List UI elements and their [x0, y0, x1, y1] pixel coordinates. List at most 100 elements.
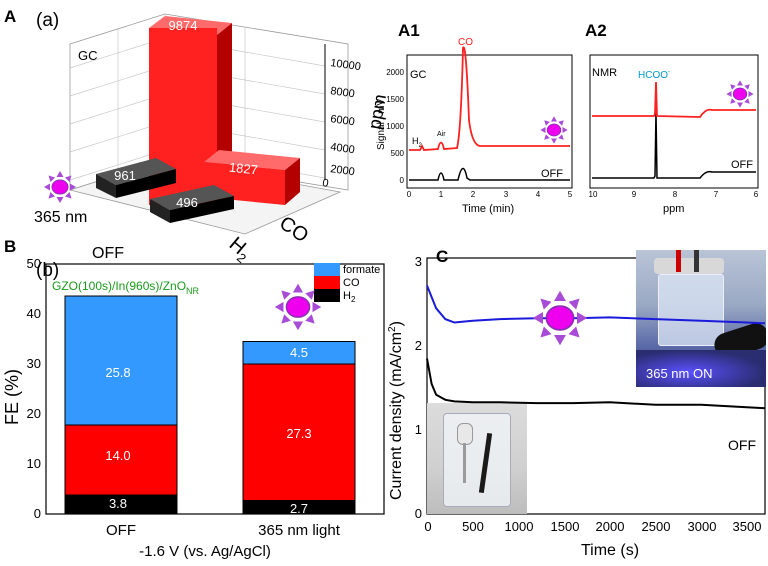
x-tick: 9 — [632, 190, 637, 199]
y-ticks: 0 10 20 30 40 50 — [27, 256, 41, 521]
legend-swatch-h2 — [314, 289, 340, 302]
category-label: 365 nm light — [258, 522, 341, 539]
x-tick: 2500 — [642, 519, 671, 534]
sun-icon — [274, 283, 322, 331]
plot-frame — [45, 263, 385, 515]
trace-off — [409, 167, 570, 181]
y-tick: 0 — [400, 176, 405, 185]
sample-label: GZO(100s)/In(960s)/ZnONR — [52, 279, 200, 296]
segment-labels: 25.8 14.0 3.8 4.5 27.3 2.7 — [105, 345, 311, 516]
x-ticks: 10 9 8 7 6 — [589, 190, 759, 199]
legend: formate CO H2 — [314, 263, 380, 304]
bar-label: 496 — [176, 195, 198, 210]
y-ticks: 2000 1500 1000 500 0 — [386, 68, 404, 185]
y-tick: 2000 — [386, 68, 404, 77]
segment-label: 27.3 — [286, 426, 311, 441]
legend-swatch-co — [314, 276, 340, 289]
z-tick: 0 — [322, 177, 330, 190]
y-tick: 0 — [34, 506, 41, 521]
panel-label-A: A — [4, 7, 16, 26]
panel-label-A2: A2 — [585, 21, 607, 40]
panel-label-b: (b) — [36, 260, 59, 281]
x-ticks: 0 1 2 3 4 5 — [407, 190, 573, 199]
trace-light — [592, 81, 756, 118]
z-ticks: 10000 8000 6000 4000 2000 0 — [322, 57, 362, 190]
y-tick: 500 — [391, 149, 405, 158]
panel-label-C: C — [436, 247, 448, 266]
x-tick: 0 — [407, 190, 412, 199]
annotation-off: OFF — [731, 159, 753, 171]
x-axis-label: Time (s) — [581, 542, 639, 559]
segment-label: 14.0 — [105, 448, 130, 463]
x-tick: 3 — [504, 190, 509, 199]
x-axis-label: Time (min) — [462, 203, 514, 215]
x-tick: 2 — [471, 190, 476, 199]
axis-label-light: 365 nm — [34, 209, 87, 226]
x-tick: 3500 — [733, 519, 762, 534]
panel-a2-title: NMR — [592, 67, 617, 79]
x-tick: 3000 — [688, 519, 717, 534]
trace-light — [409, 46, 570, 151]
bar-segment-co — [64, 424, 178, 496]
bar-segment-co — [242, 363, 356, 501]
y-tick: 30 — [27, 356, 41, 371]
x-tick: 5 — [568, 190, 573, 199]
panel-a: A (a) GC 10000 8000 6000 4000 2000 0 ppm — [4, 7, 390, 266]
y-tick: 20 — [27, 406, 41, 421]
y-tick: 1 — [415, 422, 422, 437]
y-ticks: 0 1 2 3 — [415, 254, 422, 521]
x-tick: 1000 — [505, 519, 534, 534]
legend-label: CO — [343, 277, 360, 289]
z-tick: 10000 — [330, 57, 362, 73]
y-axis-label: Current density (mA/cm2) — [387, 321, 405, 500]
bar-segment-formate — [64, 295, 178, 426]
y-tick: 2 — [415, 338, 422, 353]
annotation-air: Air — [437, 131, 446, 138]
bar-h2-light: 961 — [96, 158, 176, 198]
annotation-formate: HCOO- — [638, 69, 671, 81]
legend-swatch-formate — [314, 263, 340, 276]
trace-off — [592, 111, 756, 179]
y-tick: 0 — [415, 506, 422, 521]
annotation-co: CO — [458, 37, 473, 48]
panel-label-A1: A1 — [398, 21, 420, 40]
bar-label: 1827 — [228, 160, 258, 178]
x-axis-label: ppm — [663, 203, 684, 215]
plot-frame — [406, 54, 573, 189]
sun-icon — [531, 289, 589, 347]
y-tick: 50 — [27, 256, 41, 271]
axis-label-off: OFF — [92, 245, 124, 262]
panel-a2: A2 10 9 8 7 6 ppm NMR HCOO- OFF — [585, 21, 759, 215]
sun-icon — [725, 79, 755, 109]
sun-icon — [539, 115, 569, 145]
trace-label-off: OFF — [728, 437, 756, 453]
trace-off — [426, 358, 766, 410]
y-tick: 1500 — [386, 95, 404, 104]
segment-label: 25.8 — [105, 365, 130, 380]
sun-icon — [43, 170, 77, 204]
segment-label: 4.5 — [290, 345, 308, 360]
annotation-h2: H2 — [412, 136, 423, 149]
x-tick: 1500 — [551, 519, 580, 534]
z-tick: 8000 — [330, 85, 356, 100]
x-tick: 8 — [673, 190, 678, 199]
x-tick: 4 — [536, 190, 541, 199]
photo-light-on — [636, 250, 766, 387]
y-tick: 10 — [27, 456, 41, 471]
z-tick: 6000 — [330, 113, 356, 128]
x-tick: 500 — [462, 519, 484, 534]
z-tick: 4000 — [330, 141, 356, 156]
legend-label: H2 — [343, 290, 356, 304]
legend-label: formate — [343, 264, 380, 276]
bar-segment-formate — [242, 341, 356, 365]
y-axis-label: Signal / mV — [376, 99, 387, 150]
panel-c: C 0 1 2 3 0 500 1000 1500 2000 2500 3000… — [387, 247, 766, 559]
x-tick: 2000 — [596, 519, 625, 534]
panel-b: B (b) 0 10 20 30 40 50 FE (%) 25.8 14.0 … — [2, 237, 385, 560]
x-tick: 7 — [714, 190, 719, 199]
axis-label-h2: H2 — [223, 233, 256, 266]
z-tick: 2000 — [330, 163, 356, 178]
panel-a1-title: GC — [410, 69, 427, 81]
plot-frame — [589, 54, 759, 189]
